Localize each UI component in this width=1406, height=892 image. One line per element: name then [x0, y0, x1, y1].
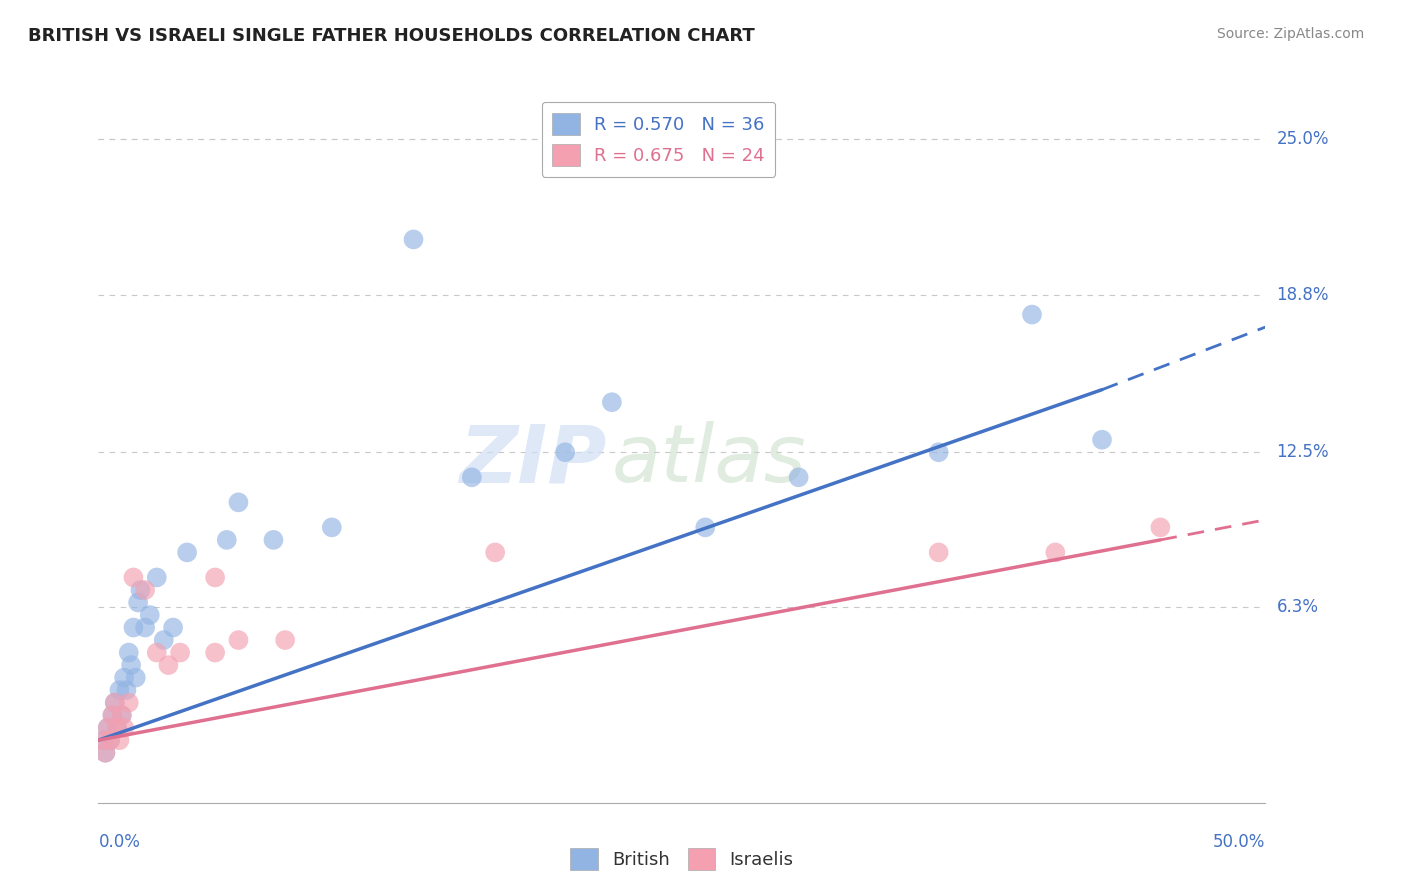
- Point: [134, 621, 156, 635]
- Text: 18.8%: 18.8%: [1277, 285, 1329, 303]
- Point: [262, 533, 284, 547]
- Point: [157, 658, 180, 673]
- Point: [204, 570, 226, 584]
- Text: 12.5%: 12.5%: [1277, 443, 1329, 461]
- Point: [115, 683, 138, 698]
- Point: [112, 721, 135, 735]
- Point: [104, 696, 127, 710]
- Text: 0.0%: 0.0%: [98, 833, 141, 851]
- Point: [101, 708, 124, 723]
- Point: [97, 721, 120, 735]
- Point: [105, 721, 128, 735]
- Point: [120, 658, 142, 673]
- Point: [108, 683, 131, 698]
- Point: [321, 520, 343, 534]
- Point: [928, 545, 950, 559]
- Point: [461, 470, 484, 484]
- Point: [554, 445, 576, 459]
- Point: [215, 533, 238, 547]
- Point: [98, 733, 121, 747]
- Point: [146, 646, 169, 660]
- Point: [118, 696, 141, 710]
- Point: [228, 495, 250, 509]
- Point: [204, 646, 226, 660]
- Point: [108, 733, 131, 747]
- Point: [1091, 433, 1114, 447]
- Point: [122, 570, 145, 584]
- Text: 6.3%: 6.3%: [1277, 599, 1319, 616]
- Point: [101, 708, 124, 723]
- Point: [91, 733, 114, 747]
- Point: [139, 607, 162, 622]
- Point: [112, 671, 135, 685]
- Point: [125, 671, 148, 685]
- Point: [274, 633, 297, 648]
- Text: ZIP: ZIP: [458, 421, 606, 500]
- Point: [787, 470, 810, 484]
- Point: [98, 733, 121, 747]
- Point: [129, 582, 152, 597]
- Point: [94, 746, 117, 760]
- Text: 25.0%: 25.0%: [1277, 130, 1329, 148]
- Point: [118, 646, 141, 660]
- Point: [695, 520, 717, 534]
- Point: [127, 595, 149, 609]
- Point: [104, 696, 127, 710]
- Point: [1045, 545, 1067, 559]
- Point: [122, 621, 145, 635]
- Point: [146, 570, 169, 584]
- Point: [97, 721, 120, 735]
- Point: [484, 545, 506, 559]
- Point: [928, 445, 950, 459]
- Point: [152, 633, 174, 648]
- Point: [105, 721, 128, 735]
- Point: [176, 545, 198, 559]
- Text: Source: ZipAtlas.com: Source: ZipAtlas.com: [1216, 27, 1364, 41]
- Point: [134, 582, 156, 597]
- Point: [402, 232, 425, 246]
- Legend: British, Israelis: British, Israelis: [564, 840, 800, 877]
- Text: BRITISH VS ISRAELI SINGLE FATHER HOUSEHOLDS CORRELATION CHART: BRITISH VS ISRAELI SINGLE FATHER HOUSEHO…: [28, 27, 755, 45]
- Text: atlas: atlas: [612, 421, 807, 500]
- Point: [91, 733, 114, 747]
- Point: [94, 746, 117, 760]
- Point: [111, 708, 134, 723]
- Point: [1021, 308, 1043, 322]
- Point: [111, 708, 134, 723]
- Text: 50.0%: 50.0%: [1213, 833, 1265, 851]
- Point: [600, 395, 623, 409]
- Point: [1149, 520, 1171, 534]
- Point: [169, 646, 191, 660]
- Point: [228, 633, 250, 648]
- Point: [162, 621, 184, 635]
